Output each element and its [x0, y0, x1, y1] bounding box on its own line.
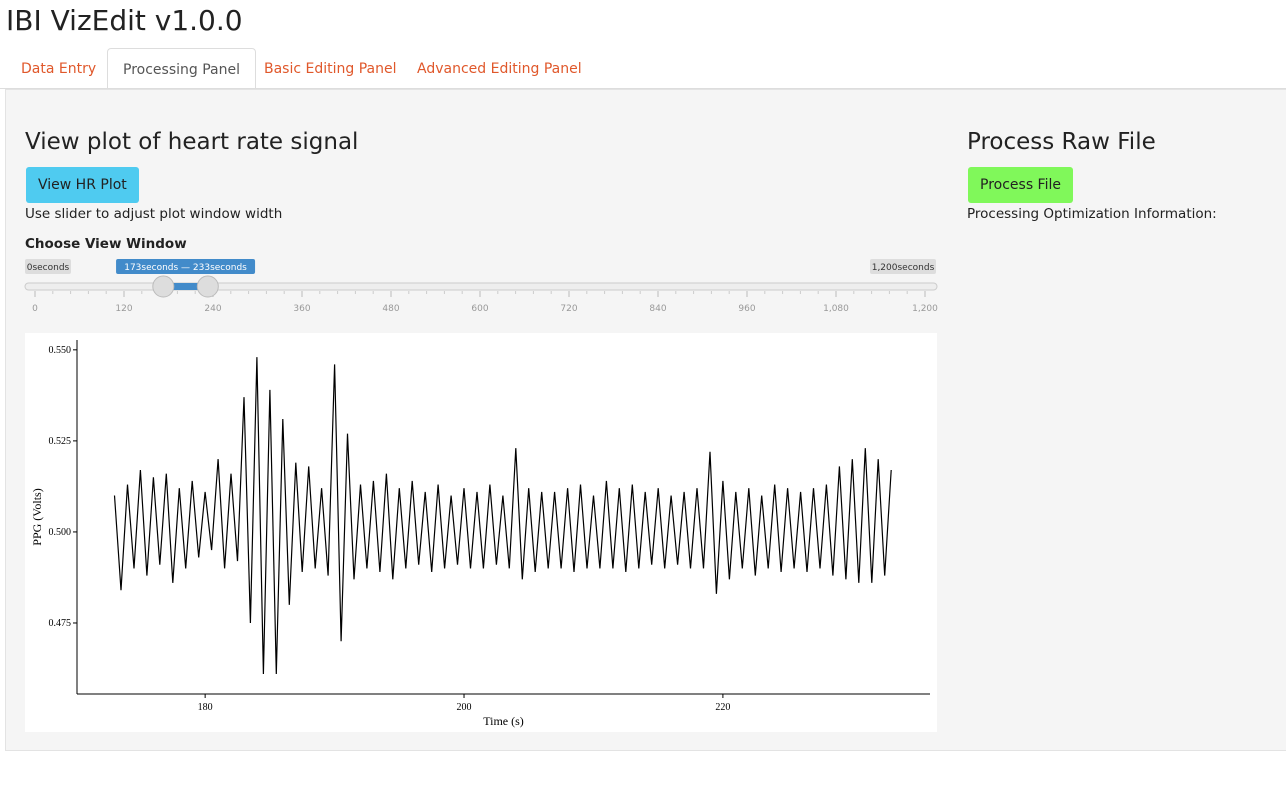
process-file-button[interactable]: Process File	[968, 167, 1073, 203]
slider-tick-label: 240	[204, 304, 221, 314]
slider-handle[interactable]	[196, 275, 219, 298]
section-heading: Process Raw File	[967, 129, 1156, 155]
plot-background	[25, 333, 937, 732]
chart: 0.550 0.525 0.500 0.475 180 200 220 Time (s) PPG…	[25, 333, 937, 732]
slider-label: Choose View Window	[25, 236, 187, 252]
slider-tick-label: 720	[560, 304, 577, 314]
info-text: Processing Optimization Information:	[967, 206, 1217, 222]
slider-tick-label: 120	[115, 304, 132, 314]
tab[interactable]: Advanced Editing Panel	[417, 61, 582, 77]
tab[interactable]: Data Entry	[21, 61, 97, 77]
slider-tick-label: 600	[471, 304, 488, 314]
slider-badge-text: 1,200seconds	[872, 263, 935, 273]
slider-range	[163, 283, 208, 290]
slider-badge	[116, 259, 256, 274]
tab[interactable]: Basic Editing Panel	[264, 61, 397, 77]
y-tick-label: 0.550	[49, 345, 72, 356]
app-title: IBI VizEdit v1.0.0	[6, 4, 243, 37]
view-plot-button[interactable]: View HR Plot	[26, 167, 139, 203]
slider-tick-label: 840	[649, 304, 666, 314]
y-tick-label: 0.475	[49, 618, 72, 629]
y-tick-label: 0.500	[49, 527, 72, 538]
slider-badge	[25, 259, 71, 274]
tab-divider	[0, 88, 1286, 89]
slider-tick-label: 0	[32, 304, 38, 314]
slider-tick-label: 960	[738, 304, 755, 314]
slider-tick-label: 480	[382, 304, 399, 314]
tab[interactable]: Processing Panel	[107, 48, 256, 90]
slider-badge-text: 173seconds — 233seconds	[124, 263, 247, 273]
slider-tick-label: 1,200	[912, 304, 938, 314]
signal-line	[113, 357, 892, 675]
x-tick-label: 220	[715, 702, 730, 713]
slider-tick-label: 1,080	[823, 304, 849, 314]
section-heading: View plot of heart rate signal	[25, 129, 359, 155]
hint-text: Use slider to adjust plot window width	[25, 206, 283, 222]
slider-tick-label: 360	[293, 304, 310, 314]
x-axis-title: Time (s)	[483, 714, 524, 728]
y-tick-label: 0.525	[49, 436, 72, 447]
x-tick-label: 200	[457, 702, 472, 713]
slider-badge	[870, 259, 936, 274]
x-tick-label: 180	[198, 702, 213, 713]
slider-badge-text: 0seconds	[27, 263, 70, 273]
slider-handle[interactable]	[152, 275, 175, 298]
y-axis-title: PPG (Volts)	[30, 488, 44, 545]
slider-track	[24, 282, 938, 291]
range-slider[interactable]: 0 120 240 360 480 600 720 840 960 1,080 1,200 0seco…	[0, 250, 960, 325]
